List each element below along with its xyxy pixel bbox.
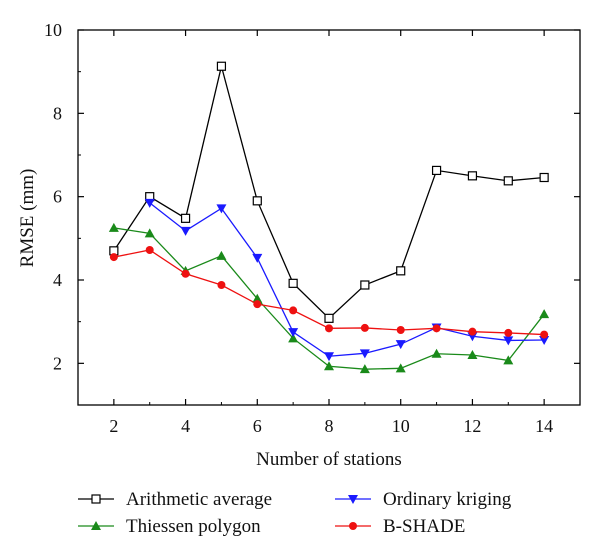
data-point-thiessen-polygon — [324, 361, 334, 371]
x-tick-label: 2 — [109, 416, 118, 436]
series-line-thiessen-polygon — [113, 227, 545, 370]
y-tick-label: 4 — [53, 270, 62, 290]
y-tick-label: 6 — [53, 187, 62, 207]
legend-item-ordinary-kriging: Ordinary kriging — [335, 489, 512, 510]
data-point-ordinary-kriging — [216, 204, 227, 214]
data-point-b-shade — [217, 281, 226, 289]
legend-item-b-shade: B-SHADE — [335, 516, 465, 537]
legend-label: Arithmetic average — [126, 489, 272, 510]
y-tick-label: 8 — [53, 103, 62, 123]
x-tick-label: 12 — [463, 416, 481, 436]
data-point-arithmetic-average — [396, 266, 406, 276]
data-point-b-shade — [504, 328, 513, 337]
data-point-ordinary-kriging — [324, 352, 334, 362]
legend-marker — [91, 521, 101, 530]
data-point-thiessen-polygon — [431, 348, 442, 358]
data-point-thiessen-polygon — [288, 333, 299, 343]
legend-label: B-SHADE — [383, 516, 465, 537]
x-tick-label: 4 — [181, 416, 190, 436]
data-point-b-shade — [396, 326, 405, 334]
data-point-arithmetic-average — [252, 196, 262, 206]
data-point-ordinary-kriging — [144, 198, 155, 208]
data-point-ordinary-kriging — [539, 336, 550, 345]
data-point-arithmetic-average — [288, 278, 298, 288]
x-tick-label: 14 — [535, 416, 553, 436]
data-point-arithmetic-average — [467, 171, 478, 181]
data-point-thiessen-polygon — [539, 309, 550, 319]
series-ordinary-kriging — [144, 198, 550, 362]
data-point-b-shade — [468, 327, 477, 336]
legend-label: Ordinary kriging — [383, 489, 512, 510]
data-point-arithmetic-average — [180, 213, 191, 223]
data-point-arithmetic-average — [539, 172, 549, 183]
data-point-thiessen-polygon — [144, 228, 155, 238]
series-thiessen-polygon — [108, 222, 550, 374]
series-line-ordinary-kriging — [149, 202, 545, 357]
data-point-thiessen-polygon — [395, 363, 406, 373]
data-point-b-shade — [253, 300, 262, 309]
x-tick-label: 10 — [392, 416, 410, 436]
y-axis-title: RMSE (mm) — [17, 169, 38, 268]
data-point-b-shade — [289, 306, 298, 315]
data-point-arithmetic-average — [360, 280, 370, 290]
data-point-arithmetic-average — [503, 176, 513, 186]
data-point-ordinary-kriging — [180, 226, 191, 236]
legend-item-arithmetic-average: Arithmetic average — [78, 489, 272, 510]
data-point-b-shade — [145, 246, 154, 254]
series-line-arithmetic-average — [113, 66, 545, 320]
data-point-thiessen-polygon — [252, 293, 263, 303]
axes: 2 4 6 8 10 12 14 2 4 6 8 10 — [44, 20, 580, 436]
data-point-thiessen-polygon — [216, 250, 227, 260]
legend-marker — [348, 495, 358, 504]
data-point-b-shade — [325, 324, 333, 333]
series-arithmetic-average — [109, 61, 549, 323]
legend-marker — [349, 522, 357, 530]
legend: Arithmetic average Thiessen polygon Ordina… — [78, 489, 512, 537]
data-point-ordinary-kriging — [395, 340, 406, 350]
data-point-ordinary-kriging — [503, 336, 514, 346]
data-point-thiessen-polygon — [467, 350, 478, 359]
data-point-b-shade — [432, 324, 441, 333]
data-point-thiessen-polygon — [108, 222, 119, 232]
data-point-ordinary-kriging — [359, 349, 370, 359]
data-point-arithmetic-average — [324, 313, 334, 323]
y-tick-label: 10 — [44, 20, 62, 40]
series-b-shade — [109, 246, 549, 339]
legend-label: Thiessen polygon — [126, 516, 261, 537]
data-point-b-shade — [181, 269, 190, 278]
data-point-b-shade — [360, 323, 369, 332]
plot-frame — [77, 29, 581, 406]
series-lines — [108, 61, 550, 374]
x-axis-title: Number of stations — [256, 449, 402, 470]
data-point-ordinary-kriging — [288, 328, 299, 338]
data-point-b-shade — [109, 253, 118, 262]
data-point-arithmetic-average — [431, 165, 442, 176]
data-point-thiessen-polygon — [359, 364, 370, 374]
data-point-ordinary-kriging — [252, 253, 263, 263]
y-tick-label: 2 — [53, 353, 62, 373]
x-tick-label: 8 — [325, 416, 334, 436]
legend-item-thiessen-polygon: Thiessen polygon — [78, 516, 261, 537]
data-point-thiessen-polygon — [503, 355, 514, 365]
data-point-arithmetic-average — [216, 61, 227, 71]
x-tick-label: 6 — [253, 416, 262, 436]
data-point-b-shade — [540, 330, 549, 339]
legend-marker — [91, 494, 101, 504]
